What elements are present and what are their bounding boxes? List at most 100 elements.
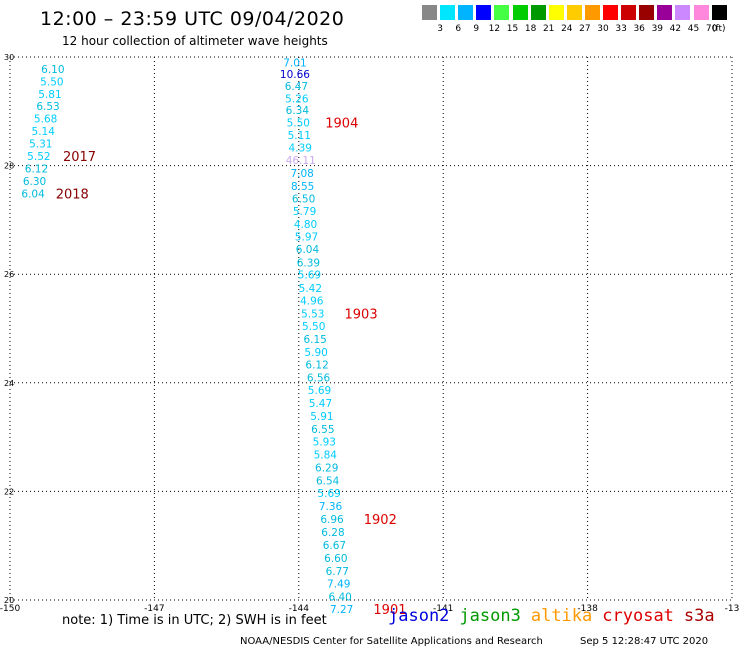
legend-swatch <box>603 5 618 20</box>
y-tick-label: 22 <box>4 487 14 496</box>
swh-value-label: 5.11 <box>288 130 311 142</box>
legend-label: 45 <box>687 24 700 34</box>
swh-value-label: 5.69 <box>308 385 331 397</box>
legend-swatch <box>494 5 510 20</box>
legend-label: 70 <box>705 24 718 34</box>
generation-timestamp: Sep 5 12:28:47 UTC 2020 <box>580 636 709 647</box>
legend-label: 9 <box>473 24 480 34</box>
swh-value-label: 6.34 <box>286 105 310 117</box>
legend-swatch <box>693 5 709 20</box>
legend-label: 36 <box>633 24 645 34</box>
x-tick-label: -147 <box>144 604 164 614</box>
legend-label: 12 <box>488 24 501 34</box>
swh-value-label: 7.36 <box>319 501 343 513</box>
swh-value-label: 6.55 <box>311 424 334 436</box>
pass-time-annotation: 2017 <box>63 150 96 165</box>
swh-value-label: 7.27 <box>330 604 353 616</box>
legend-label: 15 <box>506 24 519 34</box>
legend-swatch <box>584 5 600 20</box>
swh-value-label: 8.55 <box>291 181 314 193</box>
satellite-name: cryosat <box>602 606 674 626</box>
swh-value-label: 5.93 <box>313 436 336 448</box>
swh-value-label: 5.47 <box>309 398 332 410</box>
swh-value-label: 7.01 <box>283 57 306 69</box>
swh-value-label: 5.50 <box>287 118 310 130</box>
legend-swatch <box>657 5 673 20</box>
satellite-name: jason3 <box>459 606 521 626</box>
legend-swatch <box>711 5 727 20</box>
legend-label: 21 <box>542 24 555 34</box>
swh-value-label: 5.52 <box>27 151 50 163</box>
swh-value-label: 5.14 <box>32 126 56 138</box>
x-tick-label: -13 <box>725 604 740 614</box>
x-tick-label: -144 <box>289 604 310 614</box>
swh-value-label: 5.50 <box>302 321 325 333</box>
legend-label: 30 <box>597 24 609 34</box>
pass-time-annotation: 1901 <box>373 603 406 618</box>
legend-swatch <box>422 5 437 20</box>
satellite-name: jason2 <box>388 606 450 626</box>
x-tick-label: -141 <box>433 604 453 614</box>
y-tick-label: 24 <box>4 379 14 388</box>
y-tick-label: 30 <box>4 53 14 62</box>
satellite-legend: jason2 jason3 altika cryosat s3a <box>388 606 725 626</box>
legend-label: 33 <box>615 24 627 34</box>
swh-value-label: 6.53 <box>36 101 59 113</box>
swh-value-label: 6.10 <box>41 64 64 76</box>
swh-value-label: 6.54 <box>316 476 340 488</box>
legend-unit: (ft) <box>712 24 726 34</box>
swh-value-label: 5.69 <box>317 488 340 500</box>
x-tick-label: -138 <box>577 604 598 614</box>
swh-value-label: 5.91 <box>310 411 333 423</box>
legend-label: 24 <box>561 24 573 34</box>
swh-value-label: 5.97 <box>295 232 318 244</box>
swh-value-label: 5.68 <box>34 113 57 125</box>
swh-value-label: 6.60 <box>324 553 347 565</box>
legend-label: 27 <box>579 24 591 34</box>
swh-value-label: 6.12 <box>305 359 328 371</box>
swh-value-label: 5.69 <box>298 270 321 282</box>
pass-time-annotation: 1902 <box>364 513 397 528</box>
swh-value-label: 6.28 <box>321 527 344 539</box>
swh-value-label: 4.96 <box>300 295 324 307</box>
swh-value-label: 6.50 <box>292 194 315 206</box>
swh-value-label: 10.66 <box>280 69 310 81</box>
y-tick-label: 28 <box>4 162 14 171</box>
y-tick-label: 20 <box>4 596 14 605</box>
swh-value-label: 5.26 <box>285 93 309 105</box>
pass-time-annotation: 1904 <box>325 117 358 132</box>
swh-value-label: 6.12 <box>25 163 48 175</box>
swh-value-label: 6.47 <box>285 81 308 93</box>
legend-label: 42 <box>669 24 682 34</box>
swh-value-label: 7.49 <box>327 579 350 591</box>
legend-swatch <box>512 5 528 20</box>
swh-value-label: 5.50 <box>40 76 63 88</box>
chart-title: 12:00 – 23:59 UTC 09/04/2020 <box>40 8 345 30</box>
swh-value-label: 4.39 <box>289 143 312 155</box>
footer-note: note: 1) Time is in UTC; 2) SWH is in fe… <box>62 613 327 628</box>
swh-value-label: 5.79 <box>293 206 316 218</box>
x-tick-label: -150 <box>0 604 20 614</box>
legend-swatch <box>621 5 637 20</box>
satellite-name: altika <box>530 606 593 626</box>
swh-value-label: 6.15 <box>303 334 326 346</box>
legend-swatch <box>458 5 474 20</box>
legend-swatch <box>476 5 492 20</box>
y-tick-label: 26 <box>4 270 14 279</box>
swh-value-label: 5.90 <box>304 347 327 359</box>
swh-value-label: 6.04 <box>21 188 45 200</box>
legend-label: 39 <box>651 24 664 34</box>
swh-value-label: 6.96 <box>320 514 344 526</box>
credit-line: NOAA/NESDIS Center for Satellite Applica… <box>240 636 543 647</box>
pass-time-annotation: 1903 <box>345 307 378 322</box>
legend-swatch <box>639 5 655 20</box>
swh-value-label: 6.77 <box>326 566 349 578</box>
swh-value-label: 5.84 <box>314 449 338 461</box>
legend-swatch <box>530 5 546 20</box>
legend-label: 3 <box>437 24 443 34</box>
swh-value-label: 5.81 <box>38 89 61 101</box>
legend-label: 6 <box>455 24 462 34</box>
legend-swatch <box>566 5 582 20</box>
